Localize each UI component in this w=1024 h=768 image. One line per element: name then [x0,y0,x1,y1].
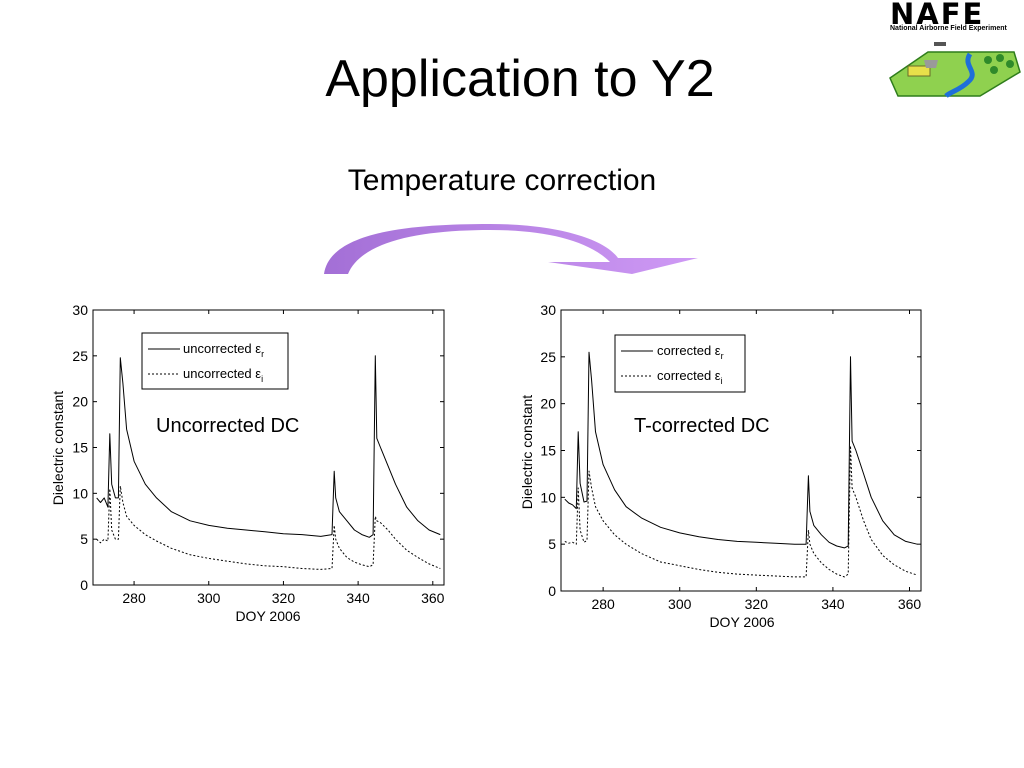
y-tick-label: 5 [80,531,88,547]
x-axis-label: DOY 2006 [235,608,300,624]
curved-arrow-icon [324,224,698,274]
x-tick-label: 300 [197,590,221,606]
y-tick-label: 30 [72,302,88,318]
legend-entry-real: corrected εr [657,343,724,361]
slide-subtitle: Temperature correction [347,164,657,197]
series-line-imaginary [96,485,441,570]
logo-tagline: National Airborne Field Experiment [890,25,1007,32]
y-tick-label: 30 [540,302,556,318]
legend-entry-real: uncorrected εr [183,341,264,359]
landscape-icon [889,42,1021,98]
x-tick-label: 360 [421,590,445,606]
x-tick-label: 340 [346,590,370,606]
chart-corrected-svg: 280 300 320 340 360 0 5 10 15 20 25 30 corrected εr… [519,302,922,630]
x-axis-label: DOY 2006 [709,614,774,630]
legend-box [141,332,289,390]
x-tick-label: 320 [272,590,296,606]
y-tick-label: 15 [72,440,88,456]
y-tick-label: 20 [540,396,556,412]
series-line-real [564,351,918,549]
chart-uncorrected: 280 300 320 340 360 0 5 10 15 20 25 30 uncorrected … [40,296,460,641]
x-tick-label: 280 [591,596,615,612]
x-tick-label: 340 [821,596,845,612]
series-line-real [96,355,441,538]
logo-wordmark: NAFE [890,0,985,31]
y-tick-label: 10 [72,485,88,501]
slide-title: Application to Y2 [325,50,715,108]
y-tick-label: 15 [540,443,556,459]
y-tick-label: 5 [548,536,556,552]
chart-corrected: 280 300 320 340 360 0 5 10 15 20 25 30 corrected εr… [510,296,930,641]
y-tick-label: 25 [72,348,88,364]
y-tick-label: 20 [72,394,88,410]
x-tick-label: 320 [745,596,769,612]
y-tick-label: 10 [540,489,556,505]
y-tick-label: 0 [80,577,88,593]
chart-uncorrected-svg: 280 300 320 340 360 0 5 10 15 20 25 30 uncorrected … [50,302,445,624]
chart-annotation: T-corrected DC [634,415,770,437]
legend-entry-imag: corrected εi [657,368,723,386]
nafe-logo: NAFE National Airborne Field Experiment [884,0,1024,100]
x-tick-label: 280 [122,590,146,606]
y-axis-label: Dielectric constant [519,395,535,509]
legend-entry-imag: uncorrected εi [183,366,263,384]
y-axis-label: Dielectric constant [50,391,66,505]
legend-box [614,334,746,393]
x-tick-label: 360 [898,596,922,612]
y-tick-label: 0 [548,583,556,599]
chart-annotation: Uncorrected DC [156,415,299,437]
y-tick-label: 25 [540,349,556,365]
series-line-imaginary [564,445,918,578]
x-tick-label: 300 [668,596,692,612]
